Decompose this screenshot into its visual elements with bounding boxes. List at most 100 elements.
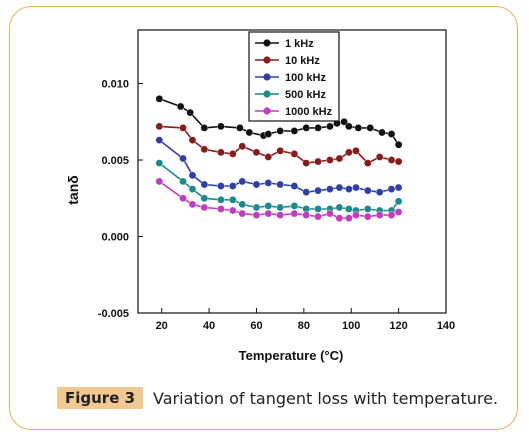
data-point xyxy=(352,183,360,192)
data-point xyxy=(394,183,403,192)
x-axis-label: Temperature (°C) xyxy=(239,348,344,363)
data-point xyxy=(179,124,187,132)
data-point xyxy=(326,185,334,193)
data-point xyxy=(345,185,353,193)
data-point xyxy=(176,102,185,111)
data-point xyxy=(387,185,396,193)
data-point xyxy=(228,150,237,158)
data-point xyxy=(335,154,344,163)
legend-swatch-marker xyxy=(263,73,271,81)
data-point xyxy=(179,177,187,186)
data-point xyxy=(276,211,284,219)
y-tick-label: 0.005 xyxy=(101,155,129,167)
series-layer xyxy=(155,95,403,222)
data-point xyxy=(387,211,396,219)
figure-caption-text: Variation of tangent loss with temperatu… xyxy=(153,388,499,408)
data-point xyxy=(238,209,247,218)
data-point xyxy=(352,147,360,155)
data-point xyxy=(264,179,273,187)
data-point xyxy=(364,186,372,195)
axis-ticks: 20 40 60 80 100 120 140 -0.005 0.000 0.005 0.010 xyxy=(98,79,455,332)
data-point xyxy=(302,124,311,132)
data-point xyxy=(217,148,225,157)
data-point xyxy=(302,188,311,196)
data-point xyxy=(200,194,209,203)
data-point xyxy=(252,180,261,189)
data-point xyxy=(302,159,311,167)
data-point xyxy=(345,205,353,213)
series-1-khz xyxy=(155,95,403,149)
data-point xyxy=(236,124,244,132)
x-tick-label: 120 xyxy=(389,320,407,332)
data-point xyxy=(188,136,197,144)
data-point xyxy=(314,212,322,221)
data-point xyxy=(290,182,299,190)
figure-caption: Figure 3 Variation of tangent loss with … xyxy=(57,387,498,409)
legend-entry: 10 kHz xyxy=(255,55,320,67)
data-point xyxy=(290,127,299,135)
legend-label: 10 kHz xyxy=(285,55,320,67)
data-point xyxy=(314,186,322,195)
data-point xyxy=(238,142,247,151)
y-tick-label: -0.005 xyxy=(98,308,129,320)
data-point xyxy=(394,140,403,149)
legend: 1 kHz 10 kHz 100 kHz 500 kHz 1000 kHz xyxy=(248,31,340,122)
data-point xyxy=(276,180,284,189)
data-point xyxy=(200,203,209,212)
data-point xyxy=(290,209,299,218)
data-point xyxy=(340,117,348,126)
data-point xyxy=(375,211,384,219)
data-point xyxy=(314,124,322,132)
data-point xyxy=(364,159,372,167)
data-point xyxy=(188,171,197,180)
y-tick-label: 0.010 xyxy=(101,79,129,91)
data-point xyxy=(155,136,164,144)
data-point xyxy=(314,205,322,213)
series-100-khz xyxy=(155,136,403,196)
data-point xyxy=(155,177,164,186)
data-point xyxy=(155,122,164,131)
legend-swatch-marker xyxy=(263,39,271,47)
data-point xyxy=(345,122,353,131)
data-point xyxy=(155,95,164,103)
data-point xyxy=(238,200,247,209)
data-point xyxy=(264,202,273,210)
data-point xyxy=(354,124,363,132)
data-point xyxy=(394,208,403,216)
figure-label: Figure 3 xyxy=(57,387,144,409)
data-point xyxy=(366,124,374,132)
data-point xyxy=(364,212,372,221)
legend-label: 1000 kHz xyxy=(285,106,333,118)
data-point xyxy=(387,156,396,164)
data-point xyxy=(264,153,273,161)
data-point xyxy=(217,195,225,204)
plot-border xyxy=(137,29,447,314)
data-point xyxy=(290,202,299,210)
data-point xyxy=(155,159,164,167)
data-point xyxy=(179,154,187,163)
legend-entry: 500 kHz xyxy=(255,89,326,101)
data-point xyxy=(200,145,209,154)
legend-label: 500 kHz xyxy=(285,89,326,101)
data-point xyxy=(326,156,334,164)
x-tick-label: 40 xyxy=(203,320,215,332)
series-1000-khz xyxy=(155,177,403,222)
data-point xyxy=(238,177,247,186)
data-point xyxy=(276,147,284,155)
data-point xyxy=(290,150,299,158)
data-point xyxy=(276,203,284,212)
legend-swatch-marker xyxy=(263,107,271,115)
data-point xyxy=(378,128,386,137)
data-point xyxy=(387,130,396,138)
data-point xyxy=(326,209,334,218)
data-point xyxy=(375,188,384,196)
data-point xyxy=(252,211,261,219)
data-point xyxy=(264,209,273,218)
data-point xyxy=(335,214,344,222)
data-point xyxy=(217,205,225,213)
x-tick-label: 60 xyxy=(250,320,262,332)
legend-label: 1 kHz xyxy=(285,38,314,50)
data-point xyxy=(345,214,353,222)
legend-label: 100 kHz xyxy=(285,72,326,84)
